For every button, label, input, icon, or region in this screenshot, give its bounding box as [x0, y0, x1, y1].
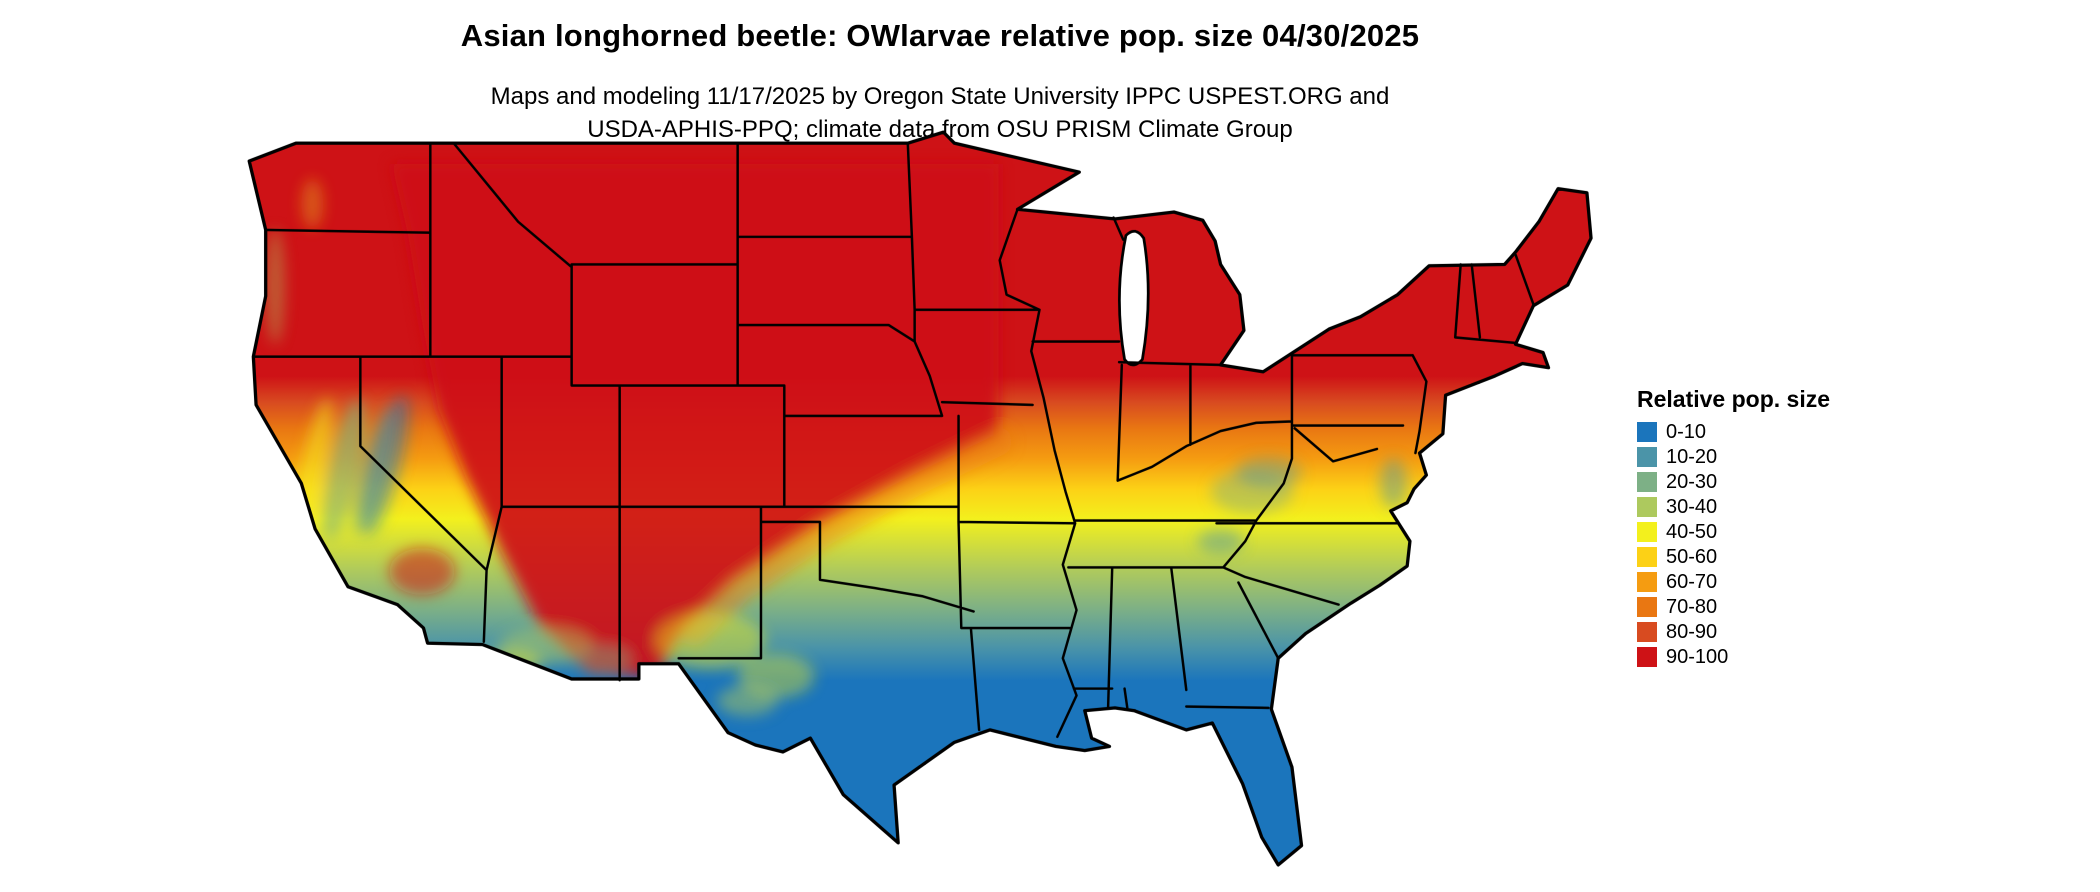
legend-label: 50-60 [1666, 546, 1718, 568]
west-texas-mountain-detail [717, 685, 778, 717]
map-subtitle: Maps and modeling 11/17/2025 by Oregon S… [0, 80, 1880, 146]
legend-label: 80-90 [1666, 621, 1718, 643]
socal-detail [389, 548, 456, 595]
legend-label: 20-30 [1666, 471, 1718, 493]
carolina-mountain-detail [1197, 528, 1244, 554]
us-map-svg [247, 130, 1593, 867]
legend-row: 40-50 [1637, 522, 1877, 542]
legend-label: 10-20 [1666, 446, 1718, 468]
washington-cascades-detail [301, 178, 324, 229]
legend-label: 60-70 [1666, 571, 1718, 593]
sierra-foothill-detail [351, 405, 394, 534]
state-borders [252, 141, 1535, 739]
transition-band [680, 428, 1013, 646]
legend-swatch [1637, 497, 1657, 517]
legend-label: 40-50 [1666, 521, 1718, 543]
legend-row: 90-100 [1637, 647, 1877, 667]
subtitle-line-1: Maps and modeling 11/17/2025 by Oregon S… [490, 83, 1390, 110]
legend-row: 60-70 [1637, 572, 1877, 592]
legend-row: 20-30 [1637, 472, 1877, 492]
legend: Relative pop. size 0-10 10-20 20-30 30-4… [1637, 386, 1877, 672]
legend-label: 90-100 [1666, 646, 1729, 668]
legend-row: 30-40 [1637, 497, 1877, 517]
legend-swatch [1637, 572, 1657, 592]
legend-row: 0-10 [1637, 422, 1877, 442]
legend-label: 70-80 [1666, 596, 1718, 618]
southern-new-mexico-detail [655, 612, 766, 668]
oregon-coast-detail [265, 228, 285, 345]
legend-row: 80-90 [1637, 622, 1877, 642]
legend-swatch [1637, 472, 1657, 492]
legend-row: 70-80 [1637, 597, 1877, 617]
legend-swatch [1637, 522, 1657, 542]
us-map [230, 128, 1602, 880]
legend-swatch [1637, 597, 1657, 617]
legend-swatch [1637, 422, 1657, 442]
legend-row: 10-20 [1637, 447, 1877, 467]
legend-swatch [1637, 447, 1657, 467]
legend-label: 0-10 [1666, 421, 1707, 443]
regional-detail-overlays [265, 163, 1408, 717]
california-valley-detail [322, 399, 365, 540]
legend-row: 50-60 [1637, 547, 1877, 567]
chesapeake-detail [1379, 458, 1408, 509]
legend-swatch [1637, 547, 1657, 567]
lake-michigan [1118, 229, 1150, 367]
legend-swatch [1637, 622, 1657, 642]
legend-title: Relative pop. size [1637, 386, 1831, 412]
legend-swatch [1637, 647, 1657, 667]
western-high-population-region [391, 163, 999, 677]
page-title: Asian longhorned beetle: OWlarvae relati… [460, 18, 1420, 53]
southeast-arizona-detail [575, 645, 631, 674]
legend-label: 30-40 [1666, 496, 1718, 518]
